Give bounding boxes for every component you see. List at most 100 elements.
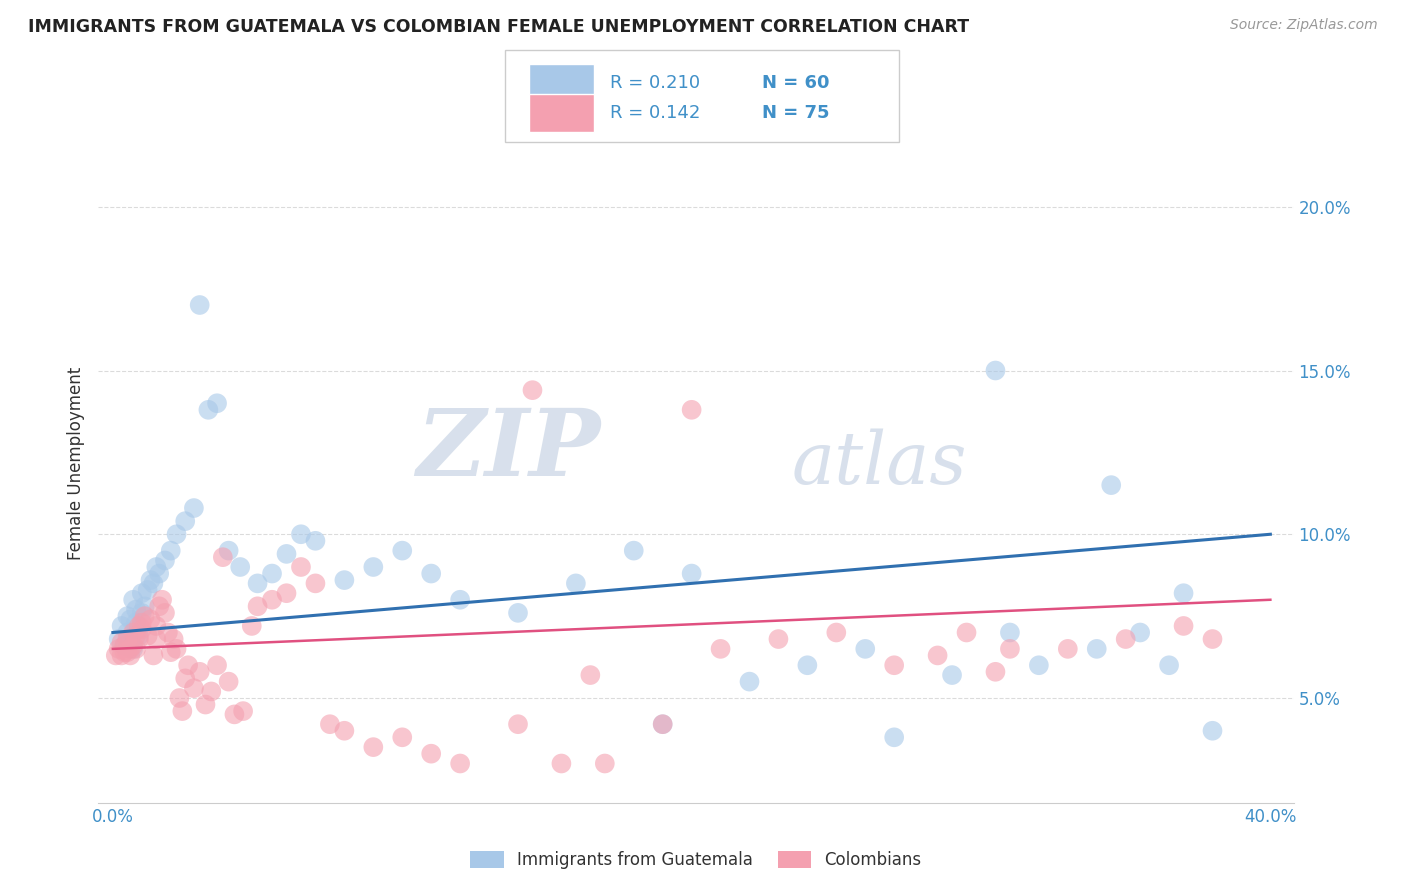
Point [449,756,471,771]
Point [1201,632,1223,646]
Point [125,615,148,630]
Point [183,681,205,695]
Point [1201,723,1223,738]
Point [120,612,142,626]
Point [1085,641,1108,656]
Point [131,586,153,600]
Point [117,625,139,640]
Point [260,592,283,607]
Point [709,641,731,656]
Point [107,641,129,656]
Point [246,599,269,614]
Text: ZIP: ZIP [416,405,600,495]
Point [205,658,228,673]
Text: Source: ZipAtlas.com: Source: ZipAtlas.com [1230,18,1378,32]
Point [651,717,673,731]
Point [197,402,219,417]
Point [260,566,283,581]
Point [120,648,142,663]
Point [169,691,191,706]
Point [927,648,949,663]
Point [276,547,298,561]
Point [159,543,181,558]
Point [104,648,127,663]
Legend: Immigrants from Guatemala, Colombians: Immigrants from Guatemala, Colombians [464,845,928,876]
Point [153,553,176,567]
Point [998,641,1021,656]
Point [593,756,616,771]
Text: N = 75: N = 75 [762,104,830,122]
Point [391,543,413,558]
Point [984,665,1007,679]
Point [110,635,132,649]
Point [319,717,342,731]
Point [550,756,572,771]
Point [224,707,246,722]
Point [1173,586,1195,600]
Point [148,566,170,581]
Point [131,606,153,620]
Point [131,615,153,630]
Point [681,402,703,417]
Point [120,632,142,646]
Point [420,747,443,761]
Point [565,576,588,591]
Point [883,658,905,673]
Point [166,527,188,541]
Point [738,674,761,689]
Point [134,609,156,624]
Point [1129,625,1152,640]
Point [651,717,673,731]
Point [156,625,179,640]
Point [131,622,153,636]
Point [114,639,136,653]
Point [136,629,159,643]
Point [883,731,905,745]
Point [796,658,818,673]
Point [420,566,443,581]
Point [240,619,263,633]
Point [166,641,188,656]
Point [363,560,385,574]
Point [163,632,186,646]
Point [218,543,240,558]
Point [145,560,167,574]
Point [1028,658,1050,673]
Text: R = 0.210: R = 0.210 [610,74,700,92]
Point [623,543,645,558]
Point [218,674,240,689]
Point [232,704,254,718]
Text: R = 0.142: R = 0.142 [610,104,700,122]
Point [139,573,162,587]
Point [333,573,356,587]
Point [117,609,139,624]
Point [205,396,228,410]
Point [768,632,790,646]
FancyBboxPatch shape [529,64,595,101]
Point [984,363,1007,377]
Point [125,602,148,616]
Point [188,298,211,312]
Point [290,527,312,541]
Point [150,592,173,607]
Point [363,740,385,755]
Point [174,671,197,685]
Point [114,639,136,653]
Point [1056,641,1078,656]
Point [333,723,356,738]
Point [128,619,150,633]
Point [114,645,136,659]
Point [1159,658,1181,673]
Point [1115,632,1137,646]
Point [145,632,167,646]
Point [128,629,150,643]
Text: IMMIGRANTS FROM GUATEMALA VS COLOMBIAN FEMALE UNEMPLOYMENT CORRELATION CHART: IMMIGRANTS FROM GUATEMALA VS COLOMBIAN F… [28,18,969,36]
Point [120,641,142,656]
Point [142,576,165,591]
Point [246,576,269,591]
Point [304,576,326,591]
Point [128,622,150,636]
Point [110,619,132,633]
Point [211,550,233,565]
Point [117,645,139,659]
